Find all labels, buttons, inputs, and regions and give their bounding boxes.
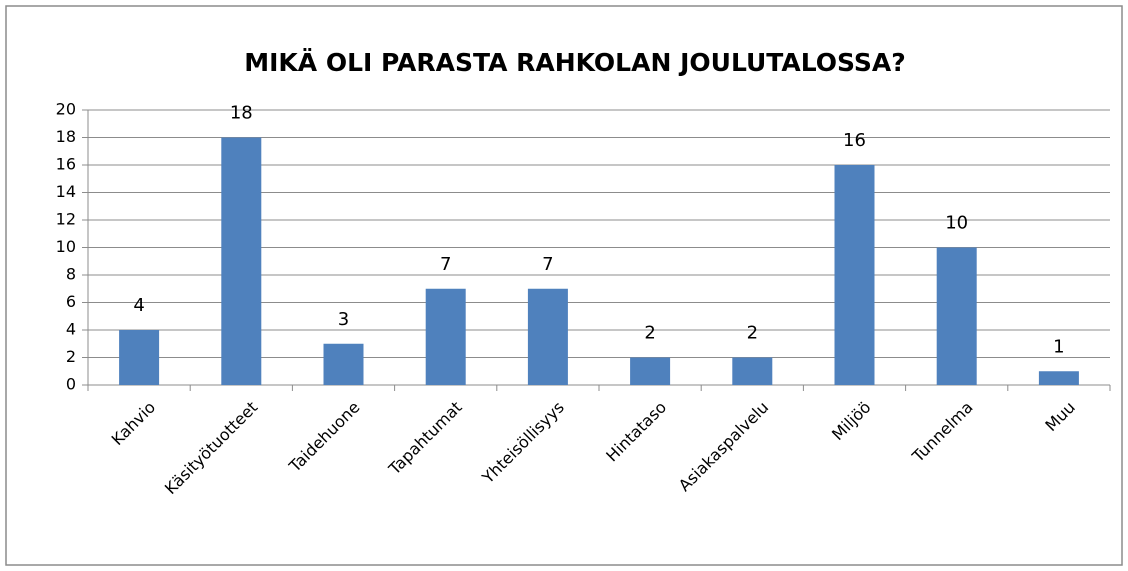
- bar: [119, 330, 160, 385]
- y-tick-label: 10: [56, 237, 76, 256]
- data-label: 7: [542, 254, 553, 275]
- bar: [425, 288, 466, 385]
- bar: [630, 357, 671, 385]
- data-label: 2: [747, 323, 758, 344]
- y-tick-label: 0: [66, 375, 76, 394]
- bar: [323, 343, 364, 385]
- data-label: 16: [843, 130, 866, 151]
- bar: [834, 165, 875, 385]
- y-tick-label: 14: [56, 182, 76, 201]
- y-tick-label: 18: [56, 127, 76, 146]
- bar: [1038, 371, 1079, 385]
- y-tick-label: 20: [56, 100, 76, 119]
- bar: [221, 137, 262, 385]
- data-label: 4: [133, 295, 144, 316]
- y-tick-label: 6: [66, 292, 76, 311]
- y-tick-label: 2: [66, 347, 76, 366]
- data-label: 18: [230, 103, 253, 124]
- chart-border: [5, 5, 1123, 566]
- bar: [936, 247, 977, 385]
- y-tick-label: 16: [56, 155, 76, 174]
- data-label: 3: [338, 309, 349, 330]
- bar: [732, 357, 773, 385]
- y-tick-label: 4: [66, 320, 76, 339]
- chart-title: MIKÄ OLI PARASTA RAHKOLAN JOULUTALOSSA?: [244, 47, 906, 77]
- bar: [527, 288, 568, 385]
- y-tick-label: 12: [56, 210, 76, 229]
- y-tick-label: 8: [66, 265, 76, 284]
- data-label: 10: [945, 213, 968, 234]
- data-label: 7: [440, 254, 451, 275]
- data-label: 2: [644, 323, 655, 344]
- data-label: 1: [1053, 336, 1064, 357]
